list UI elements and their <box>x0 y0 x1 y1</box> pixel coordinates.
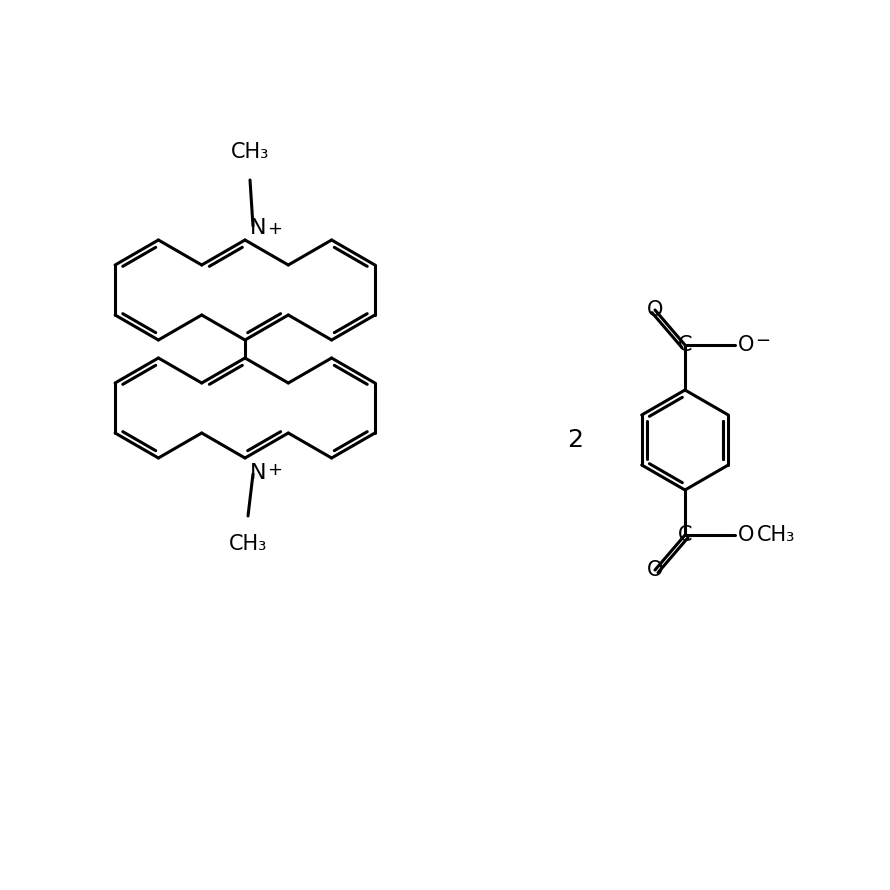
Text: O: O <box>647 300 663 320</box>
Text: CH₃: CH₃ <box>757 525 796 545</box>
Text: N: N <box>250 463 266 483</box>
Text: CH₃: CH₃ <box>229 534 267 554</box>
Text: 2: 2 <box>567 428 583 452</box>
Text: +: + <box>267 220 282 238</box>
Text: O: O <box>738 525 755 545</box>
Text: CH₃: CH₃ <box>231 142 269 162</box>
Text: +: + <box>267 461 282 479</box>
Text: N: N <box>250 218 266 238</box>
Text: −: − <box>755 332 770 350</box>
Text: O: O <box>647 560 663 580</box>
Text: C: C <box>678 335 692 355</box>
Text: O: O <box>738 335 755 355</box>
Text: C: C <box>678 525 692 545</box>
